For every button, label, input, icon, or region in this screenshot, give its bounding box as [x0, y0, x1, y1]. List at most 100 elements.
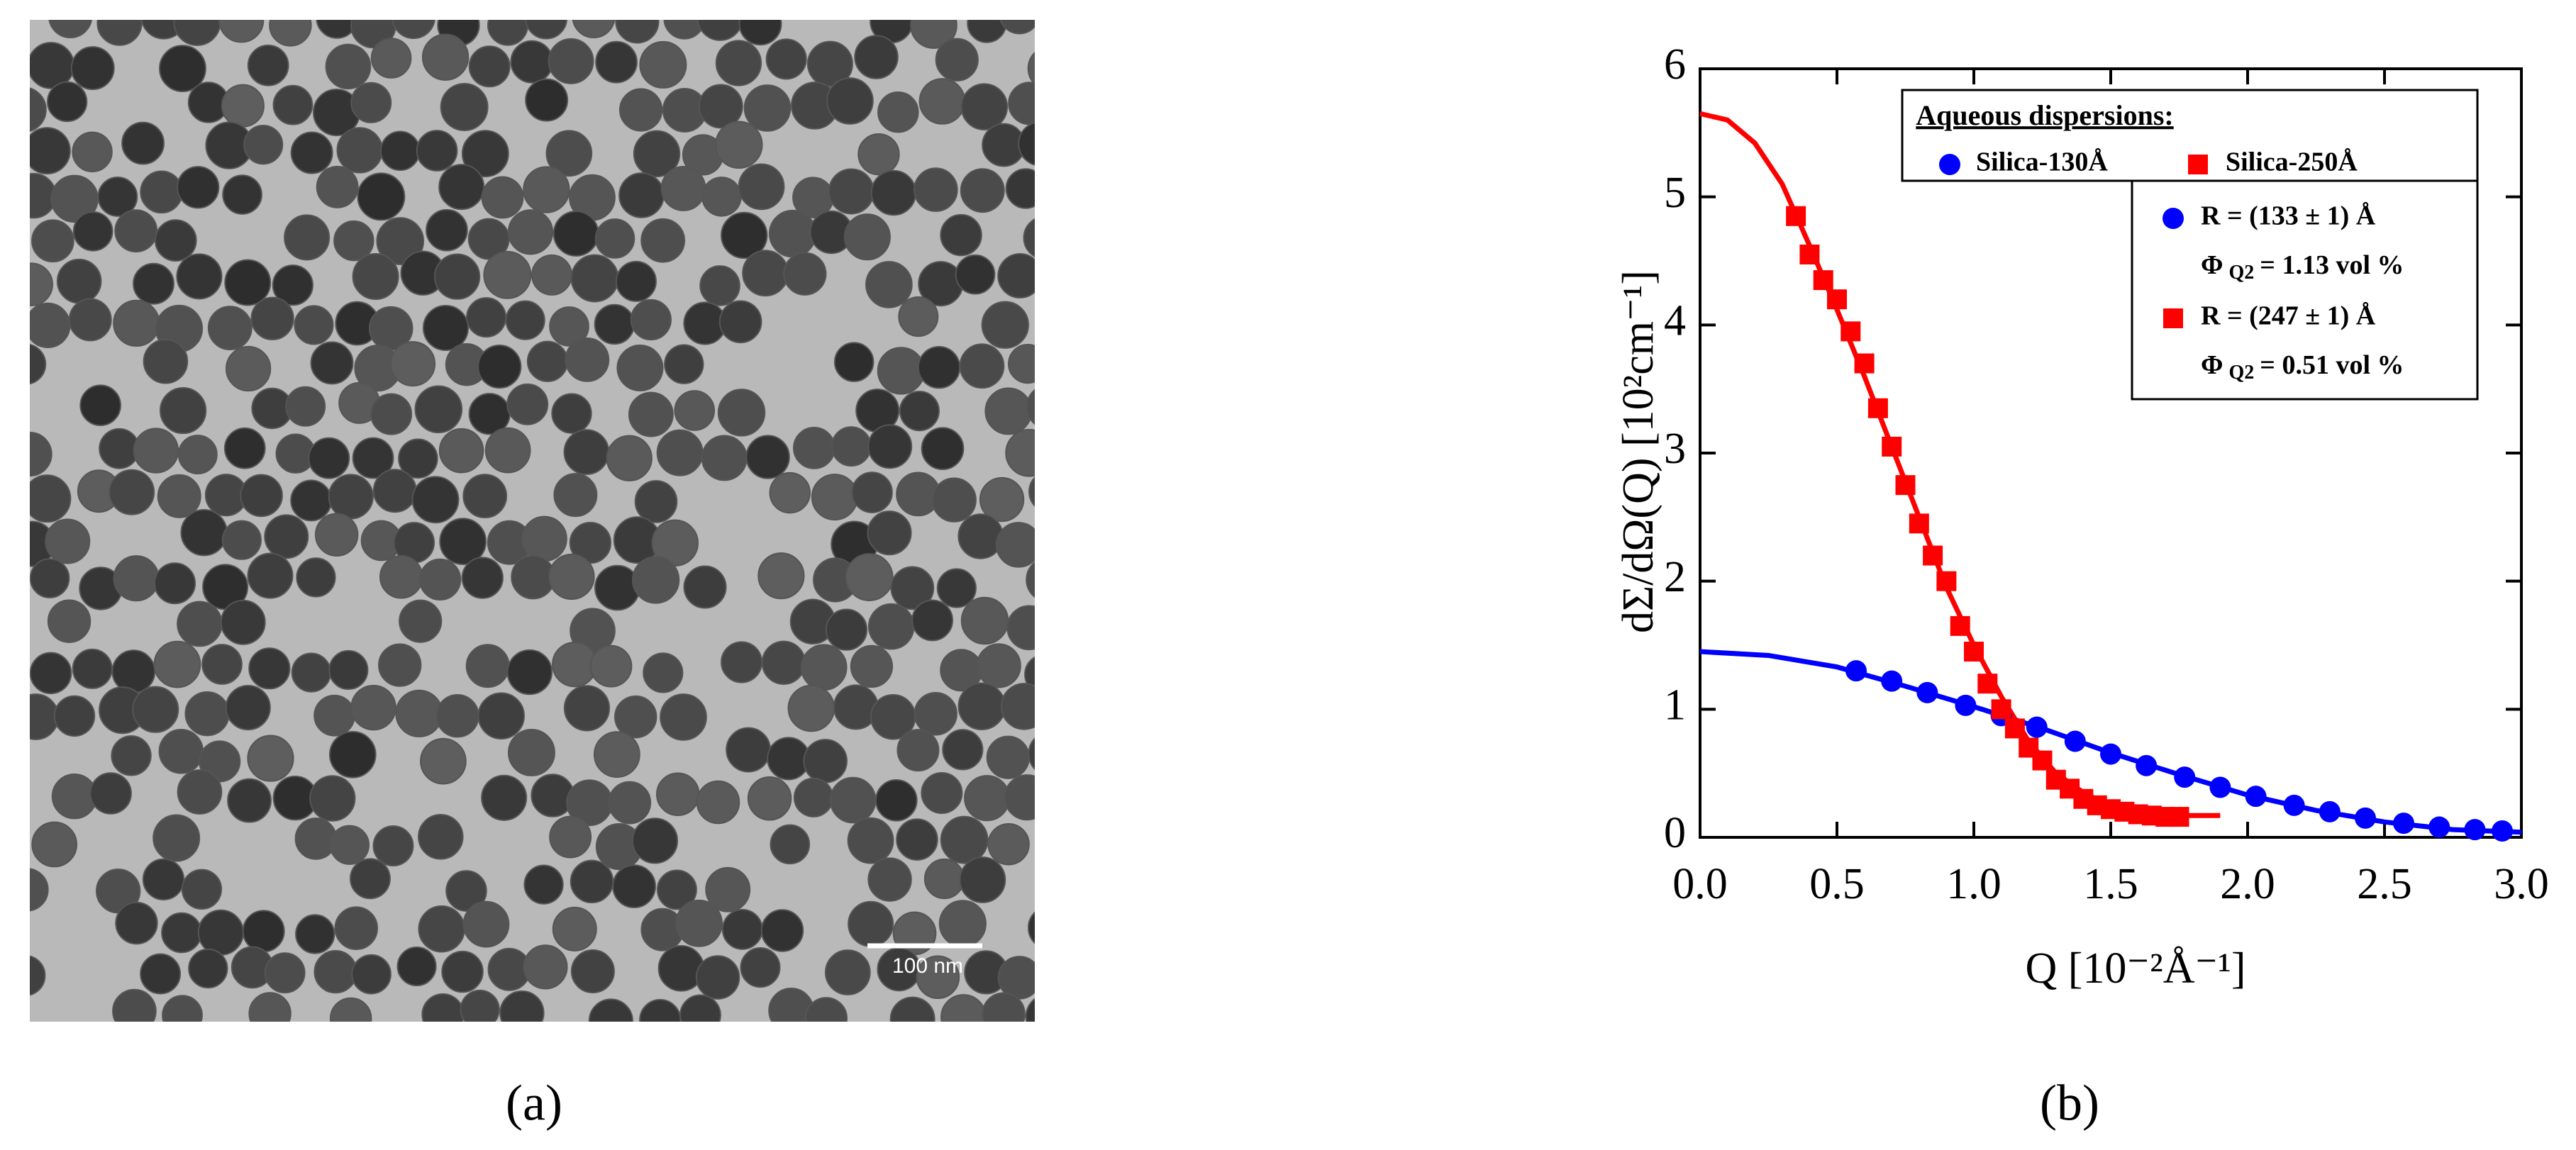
- particle: [1023, 218, 1035, 257]
- particle: [743, 84, 792, 132]
- x-axis-label: Q [10⁻²Å⁻¹]: [2026, 944, 2246, 993]
- particle: [940, 994, 987, 1022]
- x-tick-label: 2.0: [2220, 860, 2275, 908]
- particle: [1025, 998, 1035, 1022]
- particle: [416, 130, 458, 172]
- data-point: [2464, 819, 2486, 841]
- particle: [803, 739, 848, 783]
- particle: [847, 817, 894, 864]
- particle: [152, 814, 201, 862]
- particle: [376, 217, 425, 265]
- legend-title: Aqueous dispersions:: [1916, 99, 2173, 131]
- legend-phi-subscript: Q2: [2229, 362, 2255, 384]
- particle: [845, 553, 894, 601]
- particle: [1027, 51, 1035, 85]
- particle: [757, 552, 805, 600]
- particle: [223, 427, 266, 469]
- legend-phi-subscript: Q2: [2229, 262, 2255, 284]
- x-tick-label: 1.5: [2083, 860, 2138, 908]
- particle: [695, 955, 740, 1000]
- particle: [854, 35, 899, 79]
- particle: [850, 644, 894, 688]
- particle: [421, 993, 465, 1022]
- particle: [615, 260, 657, 302]
- particle: [121, 121, 165, 165]
- legend-label: Silica-250Å: [2226, 147, 2358, 177]
- particle: [334, 906, 379, 950]
- data-point: [1936, 571, 1957, 591]
- y-tick-label: 0: [1664, 809, 1686, 857]
- particle: [114, 209, 158, 253]
- data-point: [2174, 766, 2196, 788]
- y-tick-label: 2: [1664, 553, 1686, 601]
- particle: [53, 695, 96, 737]
- particle: [411, 476, 460, 524]
- caption: (a): [506, 1075, 562, 1132]
- data-point: [2428, 816, 2450, 838]
- legend-phi: Φ Q2 = 1.13 vol %: [2201, 250, 2404, 284]
- particle: [247, 735, 294, 782]
- particle: [1008, 82, 1035, 125]
- particle: [1026, 561, 1035, 598]
- particle: [370, 38, 412, 79]
- particle: [132, 686, 179, 733]
- particle: [936, 568, 977, 608]
- particle: [910, 20, 957, 49]
- particle: [30, 302, 71, 348]
- particle: [565, 337, 610, 382]
- particle: [222, 174, 262, 215]
- particle: [867, 857, 912, 902]
- particle: [336, 127, 383, 174]
- particle: [418, 814, 464, 860]
- particle: [99, 428, 140, 469]
- x-tick-label: 3.0: [2494, 860, 2549, 908]
- particle: [553, 473, 598, 518]
- legend-phi: Φ Q2 = 0.51 vol %: [2201, 350, 2404, 384]
- particle: [960, 168, 1005, 213]
- data-point: [2209, 776, 2231, 798]
- particle: [420, 737, 467, 785]
- particle: [309, 775, 356, 822]
- particle: [640, 218, 686, 263]
- particle: [438, 164, 485, 211]
- particle: [439, 518, 487, 566]
- particle: [548, 38, 594, 84]
- particle: [715, 40, 762, 86]
- particle: [552, 906, 597, 951]
- particle: [870, 169, 917, 216]
- particle: [523, 166, 570, 213]
- particle: [618, 172, 665, 218]
- particle: [608, 781, 652, 825]
- data-point: [1841, 321, 1861, 342]
- particle: [30, 431, 52, 477]
- particle: [660, 165, 706, 211]
- particle: [531, 254, 572, 296]
- particle: [877, 347, 926, 395]
- particle: [461, 130, 509, 178]
- particle: [1027, 911, 1035, 944]
- data-point: [2064, 730, 2086, 752]
- particle: [441, 950, 484, 993]
- particle: [967, 20, 1007, 43]
- particle: [325, 43, 372, 90]
- particle: [510, 40, 554, 84]
- particle: [396, 946, 437, 987]
- particle: [660, 693, 707, 741]
- particle: [634, 480, 678, 523]
- particle: [269, 20, 312, 47]
- particle: [804, 997, 848, 1022]
- particle: [699, 265, 740, 306]
- particle: [290, 131, 333, 174]
- particle: [705, 866, 751, 912]
- legend-marker: [1939, 154, 1960, 175]
- particle: [633, 130, 681, 178]
- data-point: [1882, 436, 1902, 457]
- particle: [800, 644, 848, 691]
- particle: [986, 735, 1030, 779]
- particle: [285, 386, 326, 427]
- legend-phi-text: = 1.13 vol %: [2260, 250, 2404, 280]
- micrograph: 100 nm: [30, 20, 1035, 1022]
- particle: [158, 729, 204, 774]
- particle: [418, 558, 462, 601]
- particle: [462, 474, 508, 519]
